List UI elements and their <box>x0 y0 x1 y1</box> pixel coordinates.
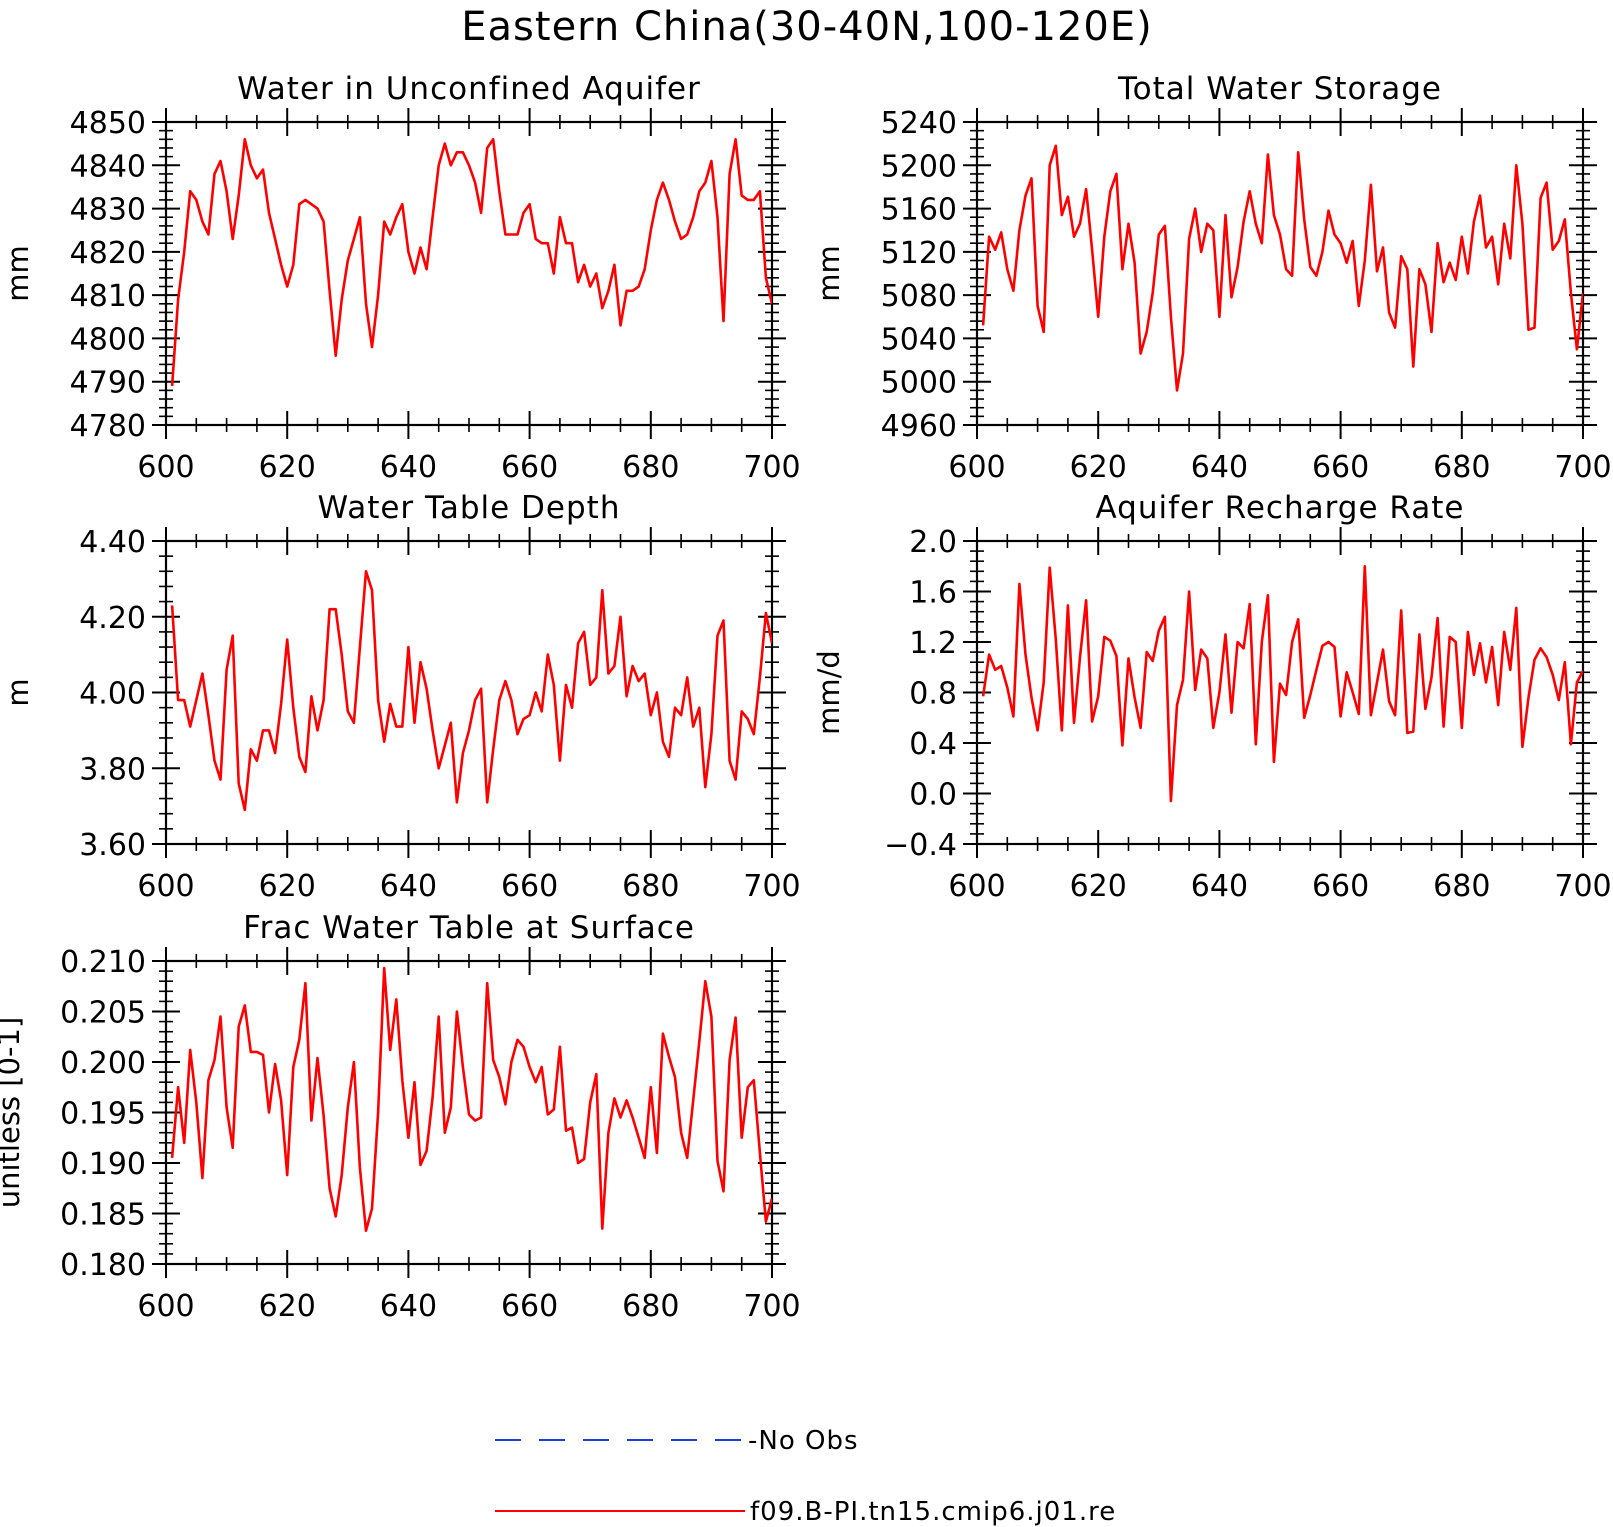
y-tick-label: 4.20 <box>79 601 146 636</box>
panel-title: Total Water Storage <box>1117 71 1442 107</box>
y-tick-label: 4.00 <box>79 677 146 712</box>
y-tick-label: 5160 <box>881 193 957 228</box>
panel-title: Water in Unconfined Aquifer <box>237 71 701 107</box>
x-tick-label: 640 <box>1191 450 1248 485</box>
plot-frame <box>975 120 1585 427</box>
y-axis-label: mm <box>1 245 35 302</box>
legend: -No Obs f09.B-PI.tn15.cmip6.j01.re <box>495 1426 1116 1527</box>
y-axis-label: unitless [0-1] <box>0 1017 26 1209</box>
chart-panel-5: Frac Water Table at Surface 0.180 0.185 0.1… <box>0 910 801 1324</box>
x-tick-label: 600 <box>137 450 194 485</box>
chart-panel-3: Water Table Depth 3.60 3.80 4.00 4.20 4.40 600… <box>1 490 801 904</box>
y-tick-label: 4850 <box>70 106 146 141</box>
x-tick-label: 660 <box>501 1289 558 1324</box>
y-axis-label: mm <box>812 245 846 302</box>
y-tick-label: 5040 <box>881 322 957 357</box>
y-tick-label: 4960 <box>881 409 957 444</box>
y-tick-label: 4.40 <box>79 525 146 560</box>
x-tick-label: 660 <box>501 450 558 485</box>
y-tick-label: 4790 <box>70 366 146 401</box>
y-axis-label: mm/d <box>812 650 846 735</box>
series-line <box>981 565 1583 803</box>
legend-label-no-obs: -No Obs <box>748 1426 859 1456</box>
y-axis-label: m <box>1 678 35 706</box>
x-tick-label: 700 <box>743 869 800 904</box>
y-tick-label: 0.190 <box>60 1147 146 1182</box>
y-tick-label: 4820 <box>70 236 146 271</box>
y-tick-label: 0.195 <box>60 1097 146 1132</box>
x-tick-label: 640 <box>380 869 437 904</box>
x-tick-label: 700 <box>743 1289 800 1324</box>
series-line <box>170 570 772 812</box>
legend-label-model: f09.B-PI.tn15.cmip6.j01.re <box>750 1497 1116 1527</box>
y-tick-label: −0.4 <box>884 828 957 863</box>
y-tick-label: 4830 <box>70 193 146 228</box>
x-tick-label: 620 <box>1070 869 1127 904</box>
x-tick-label: 640 <box>380 1289 437 1324</box>
series-line <box>170 966 772 1232</box>
x-tick-label: 620 <box>1070 450 1127 485</box>
x-tick-label: 660 <box>1312 450 1369 485</box>
y-tick-label: 3.80 <box>79 752 146 787</box>
panel-title: Water Table Depth <box>318 490 621 526</box>
chart-panels: Water in Unconfined Aquifer 4780 4790 4800 4… <box>0 71 1612 1324</box>
x-tick-label: 620 <box>259 869 316 904</box>
y-tick-label: 5000 <box>881 366 957 401</box>
y-tick-label: 4800 <box>70 322 146 357</box>
y-tick-label: 0.210 <box>60 945 146 980</box>
chart-panel-4: Aquifer Recharge Rate −0.4 0.0 0.4 0.8 1.2 1.6… <box>812 490 1612 904</box>
y-tick-label: 5200 <box>881 149 957 184</box>
x-tick-label: 600 <box>948 450 1005 485</box>
y-tick-label: 2.0 <box>909 525 957 560</box>
x-tick-label: 640 <box>380 450 437 485</box>
x-tick-label: 680 <box>1433 450 1490 485</box>
x-tick-label: 680 <box>622 1289 679 1324</box>
y-tick-label: 1.6 <box>909 576 957 611</box>
x-tick-label: 620 <box>259 450 316 485</box>
x-tick-label: 660 <box>1312 869 1369 904</box>
panel-title: Aquifer Recharge Rate <box>1096 490 1465 526</box>
x-tick-label: 700 <box>1554 450 1611 485</box>
y-tick-label: 0.8 <box>909 677 957 712</box>
x-tick-label: 600 <box>137 869 194 904</box>
y-tick-label: 5240 <box>881 106 957 141</box>
x-tick-label: 680 <box>622 869 679 904</box>
y-tick-label: 5120 <box>881 236 957 271</box>
x-tick-label: 640 <box>1191 869 1248 904</box>
y-tick-label: 5080 <box>881 279 957 314</box>
x-tick-label: 680 <box>622 450 679 485</box>
figure-title: Eastern China(30-40N,100-120E) <box>461 4 1152 50</box>
plot-frame <box>164 539 774 846</box>
y-tick-label: 0.180 <box>60 1248 146 1283</box>
y-tick-label: 1.2 <box>909 626 957 661</box>
y-tick-label: 0.4 <box>909 727 957 762</box>
x-tick-label: 600 <box>948 869 1005 904</box>
panel-title: Frac Water Table at Surface <box>243 910 695 946</box>
x-tick-label: 680 <box>1433 869 1490 904</box>
chart-panel-2: Total Water Storage 4960 5000 5040 5080 5120 5… <box>812 71 1612 485</box>
y-tick-label: 0.185 <box>60 1198 146 1233</box>
series-line <box>170 138 772 387</box>
y-tick-label: 3.60 <box>79 828 146 863</box>
chart-panel-1: Water in Unconfined Aquifer 4780 4790 4800 4… <box>1 71 801 485</box>
x-tick-label: 660 <box>501 869 558 904</box>
x-tick-label: 600 <box>137 1289 194 1324</box>
y-tick-label: 4810 <box>70 279 146 314</box>
y-tick-label: 4780 <box>70 409 146 444</box>
y-tick-label: 4840 <box>70 149 146 184</box>
x-tick-label: 700 <box>1554 869 1611 904</box>
y-tick-label: 0.200 <box>60 1046 146 1081</box>
y-tick-label: 0.0 <box>909 778 957 813</box>
x-tick-label: 700 <box>743 450 800 485</box>
series-line <box>981 144 1583 392</box>
y-tick-label: 0.205 <box>60 996 146 1031</box>
x-tick-label: 620 <box>259 1289 316 1324</box>
